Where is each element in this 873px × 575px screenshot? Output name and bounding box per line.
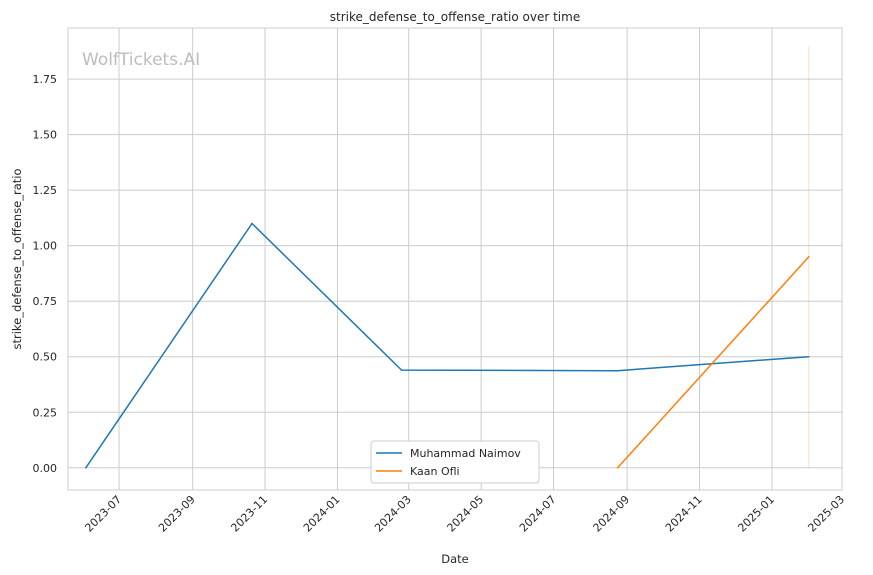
legend-box [370, 440, 540, 484]
y-tick-label: 1.50 [33, 129, 58, 142]
legend: Muhammad Naimov Kaan Ofli [370, 440, 540, 484]
chart-title: strike_defense_to_offense_ratio over tim… [330, 10, 580, 24]
legend-label-kaan-ofli: Kaan Ofli [410, 465, 460, 478]
legend-label-muhammad-naimov: Muhammad Naimov [410, 447, 521, 460]
y-tick-label: 0.50 [33, 351, 58, 364]
data-point-muhammad-naimov [400, 369, 403, 371]
gridlines [68, 28, 843, 490]
data-point-kaan-ofli [807, 255, 810, 258]
plot-area [67, 27, 843, 491]
series-line-kaan-ofli [617, 256, 810, 469]
data-point-muhammad-naimov [251, 222, 253, 225]
data-point-kaan-ofli [616, 466, 619, 469]
y-tick-label: 0.00 [33, 462, 58, 475]
y-tick-label: 0.75 [33, 295, 58, 308]
data-point-muhammad-naimov [807, 355, 810, 358]
watermark: WolfTickets.AI [82, 50, 200, 70]
y-tick-label: 1.25 [33, 184, 58, 197]
x-axis-label: Date [441, 552, 469, 566]
data-point-muhammad-naimov [85, 466, 87, 469]
series-lines [85, 45, 810, 469]
data-point-muhammad-naimov [616, 369, 619, 372]
y-tick-label: 0.25 [33, 406, 58, 419]
y-tick-label: 1.75 [33, 73, 58, 86]
y-axis-label: strike_defense_to_offense_ratio [10, 168, 24, 349]
y-tick-label: 1.00 [33, 240, 58, 253]
